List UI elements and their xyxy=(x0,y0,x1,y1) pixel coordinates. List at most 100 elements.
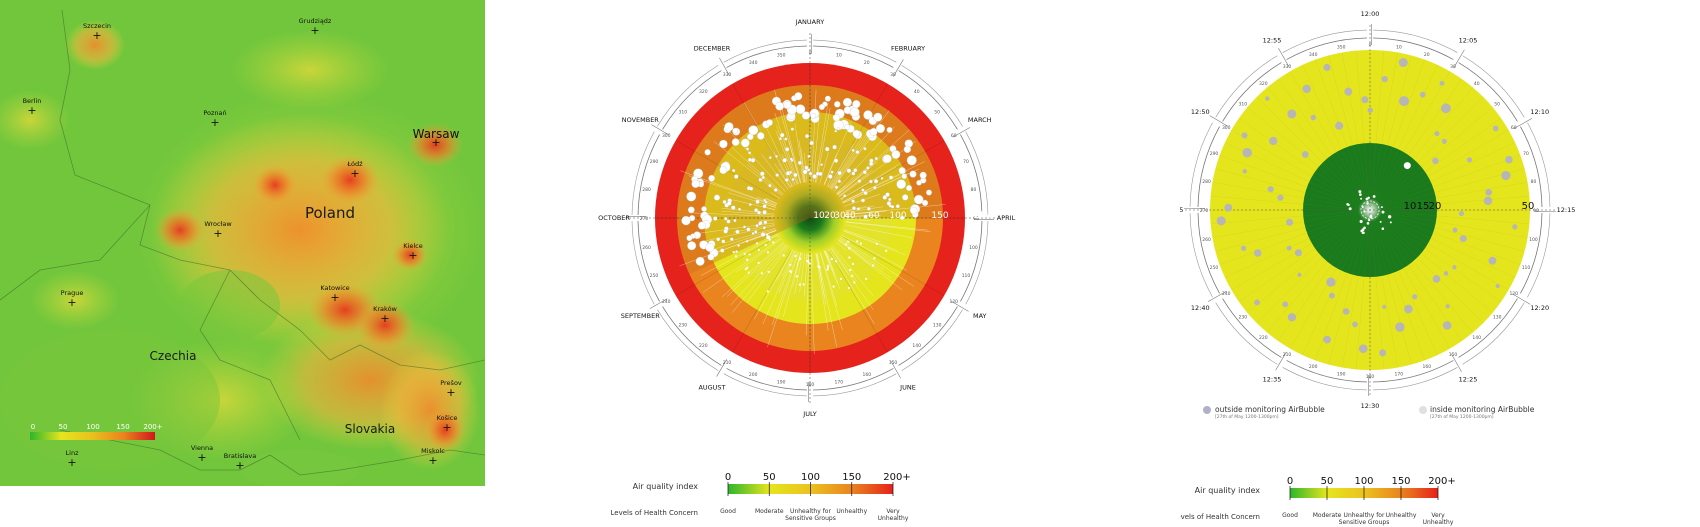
outside-point xyxy=(1485,188,1493,196)
data-point xyxy=(758,177,763,182)
minute-tick: 140 xyxy=(1472,335,1481,341)
data-spoke xyxy=(839,237,915,287)
outside-point xyxy=(1242,147,1252,158)
day-tick: 40 xyxy=(914,89,920,95)
data-point xyxy=(842,97,852,107)
radial-grid xyxy=(1428,243,1509,291)
data-point xyxy=(760,232,766,237)
minute-tick: 270 xyxy=(1200,208,1209,214)
radial-grid xyxy=(1306,212,1363,234)
data-spoke xyxy=(819,252,843,331)
outside-point xyxy=(1381,75,1388,83)
day-tick: 120 xyxy=(949,299,958,305)
radial-grid xyxy=(1436,221,1528,238)
city-marker-13: +Linz xyxy=(66,449,80,469)
health-level-label: Unhealthy xyxy=(836,508,867,515)
radial-grid xyxy=(1267,261,1327,333)
data-point xyxy=(762,226,766,230)
radial-grid xyxy=(1398,271,1438,356)
radial-label: 10 xyxy=(813,211,825,221)
outside-legend-date: [27th of May 1200-1300pm] xyxy=(1215,414,1279,420)
data-point xyxy=(835,260,838,263)
data-point xyxy=(812,174,817,179)
city-plus-icon: + xyxy=(380,312,389,325)
data-point xyxy=(837,179,842,183)
inside-point xyxy=(1387,215,1392,219)
data-spoke xyxy=(829,130,870,189)
data-point xyxy=(834,101,841,108)
data-spoke xyxy=(761,154,789,190)
data-point xyxy=(763,198,767,202)
city-label: Miskolc xyxy=(421,447,445,455)
radial-grid xyxy=(1435,168,1525,193)
day-tick: 210 xyxy=(723,360,732,366)
radial-grid xyxy=(1256,96,1323,163)
month-label: OCTOBER xyxy=(598,214,630,222)
data-point xyxy=(830,257,833,261)
region-label-czechia: Czechia xyxy=(150,349,197,363)
scale-arc-outer xyxy=(1527,213,1551,298)
data-spoke xyxy=(845,224,912,239)
data-point xyxy=(782,254,785,257)
radial-grid xyxy=(1322,215,1365,258)
data-point xyxy=(746,266,749,269)
outside-point xyxy=(1466,157,1473,163)
data-point xyxy=(849,107,860,118)
scale-arc xyxy=(1222,62,1282,122)
data-point xyxy=(760,272,763,275)
data-point xyxy=(825,146,830,152)
inside-point xyxy=(1361,206,1364,208)
city-plus-icon: + xyxy=(442,421,451,434)
data-point xyxy=(730,237,734,241)
data-point xyxy=(743,253,746,256)
radial-label: 150 xyxy=(931,211,948,221)
outside-point xyxy=(1323,335,1332,344)
month-tick xyxy=(892,59,904,77)
radial-grid xyxy=(1375,162,1418,205)
data-point xyxy=(723,217,728,221)
radial-label: 10 xyxy=(1404,201,1417,212)
data-spoke xyxy=(830,247,849,274)
data-point xyxy=(750,158,756,163)
inside-legend-swatch xyxy=(1419,406,1427,414)
inside-legend-label: inside monitoring AirBubble xyxy=(1430,405,1535,414)
radial-grid xyxy=(1224,142,1309,182)
data-point xyxy=(775,101,784,111)
city-label: Vienna xyxy=(191,444,213,452)
data-point xyxy=(875,242,878,245)
data-point xyxy=(705,243,715,252)
data-point xyxy=(903,145,912,153)
data-point xyxy=(869,179,873,184)
outside-point xyxy=(1382,304,1387,309)
scale-arc-outer xyxy=(1373,29,1458,53)
aqi-legend-tick: 50 xyxy=(763,472,776,483)
map-legend-tick: 100 xyxy=(86,423,99,431)
data-spoke xyxy=(841,234,908,271)
data-point xyxy=(909,206,918,215)
data-spoke xyxy=(778,169,791,188)
data-point xyxy=(833,158,839,163)
data-point xyxy=(767,270,770,273)
radial-grid xyxy=(1267,87,1327,159)
data-spoke xyxy=(698,225,775,243)
data-spoke xyxy=(782,250,795,277)
data-spoke xyxy=(769,235,780,242)
time-label: 12:20 xyxy=(1530,304,1549,312)
data-point xyxy=(839,277,843,280)
data-point xyxy=(732,127,739,134)
data-spoke xyxy=(794,253,804,295)
radial-grid xyxy=(1371,145,1388,203)
radial-label: 20 xyxy=(1429,201,1442,212)
time-tick xyxy=(1512,293,1531,305)
radial-grid xyxy=(1326,158,1366,205)
map-legend-tick: 200+ xyxy=(143,423,162,431)
scale-arc-outer xyxy=(965,131,989,215)
data-spoke xyxy=(845,214,881,217)
borders xyxy=(0,9,485,476)
data-spoke xyxy=(842,161,925,203)
data-point xyxy=(719,166,728,175)
data-spoke xyxy=(838,239,872,266)
health-level-label: Very xyxy=(886,508,900,515)
data-spoke xyxy=(845,221,851,223)
data-point xyxy=(886,127,893,133)
